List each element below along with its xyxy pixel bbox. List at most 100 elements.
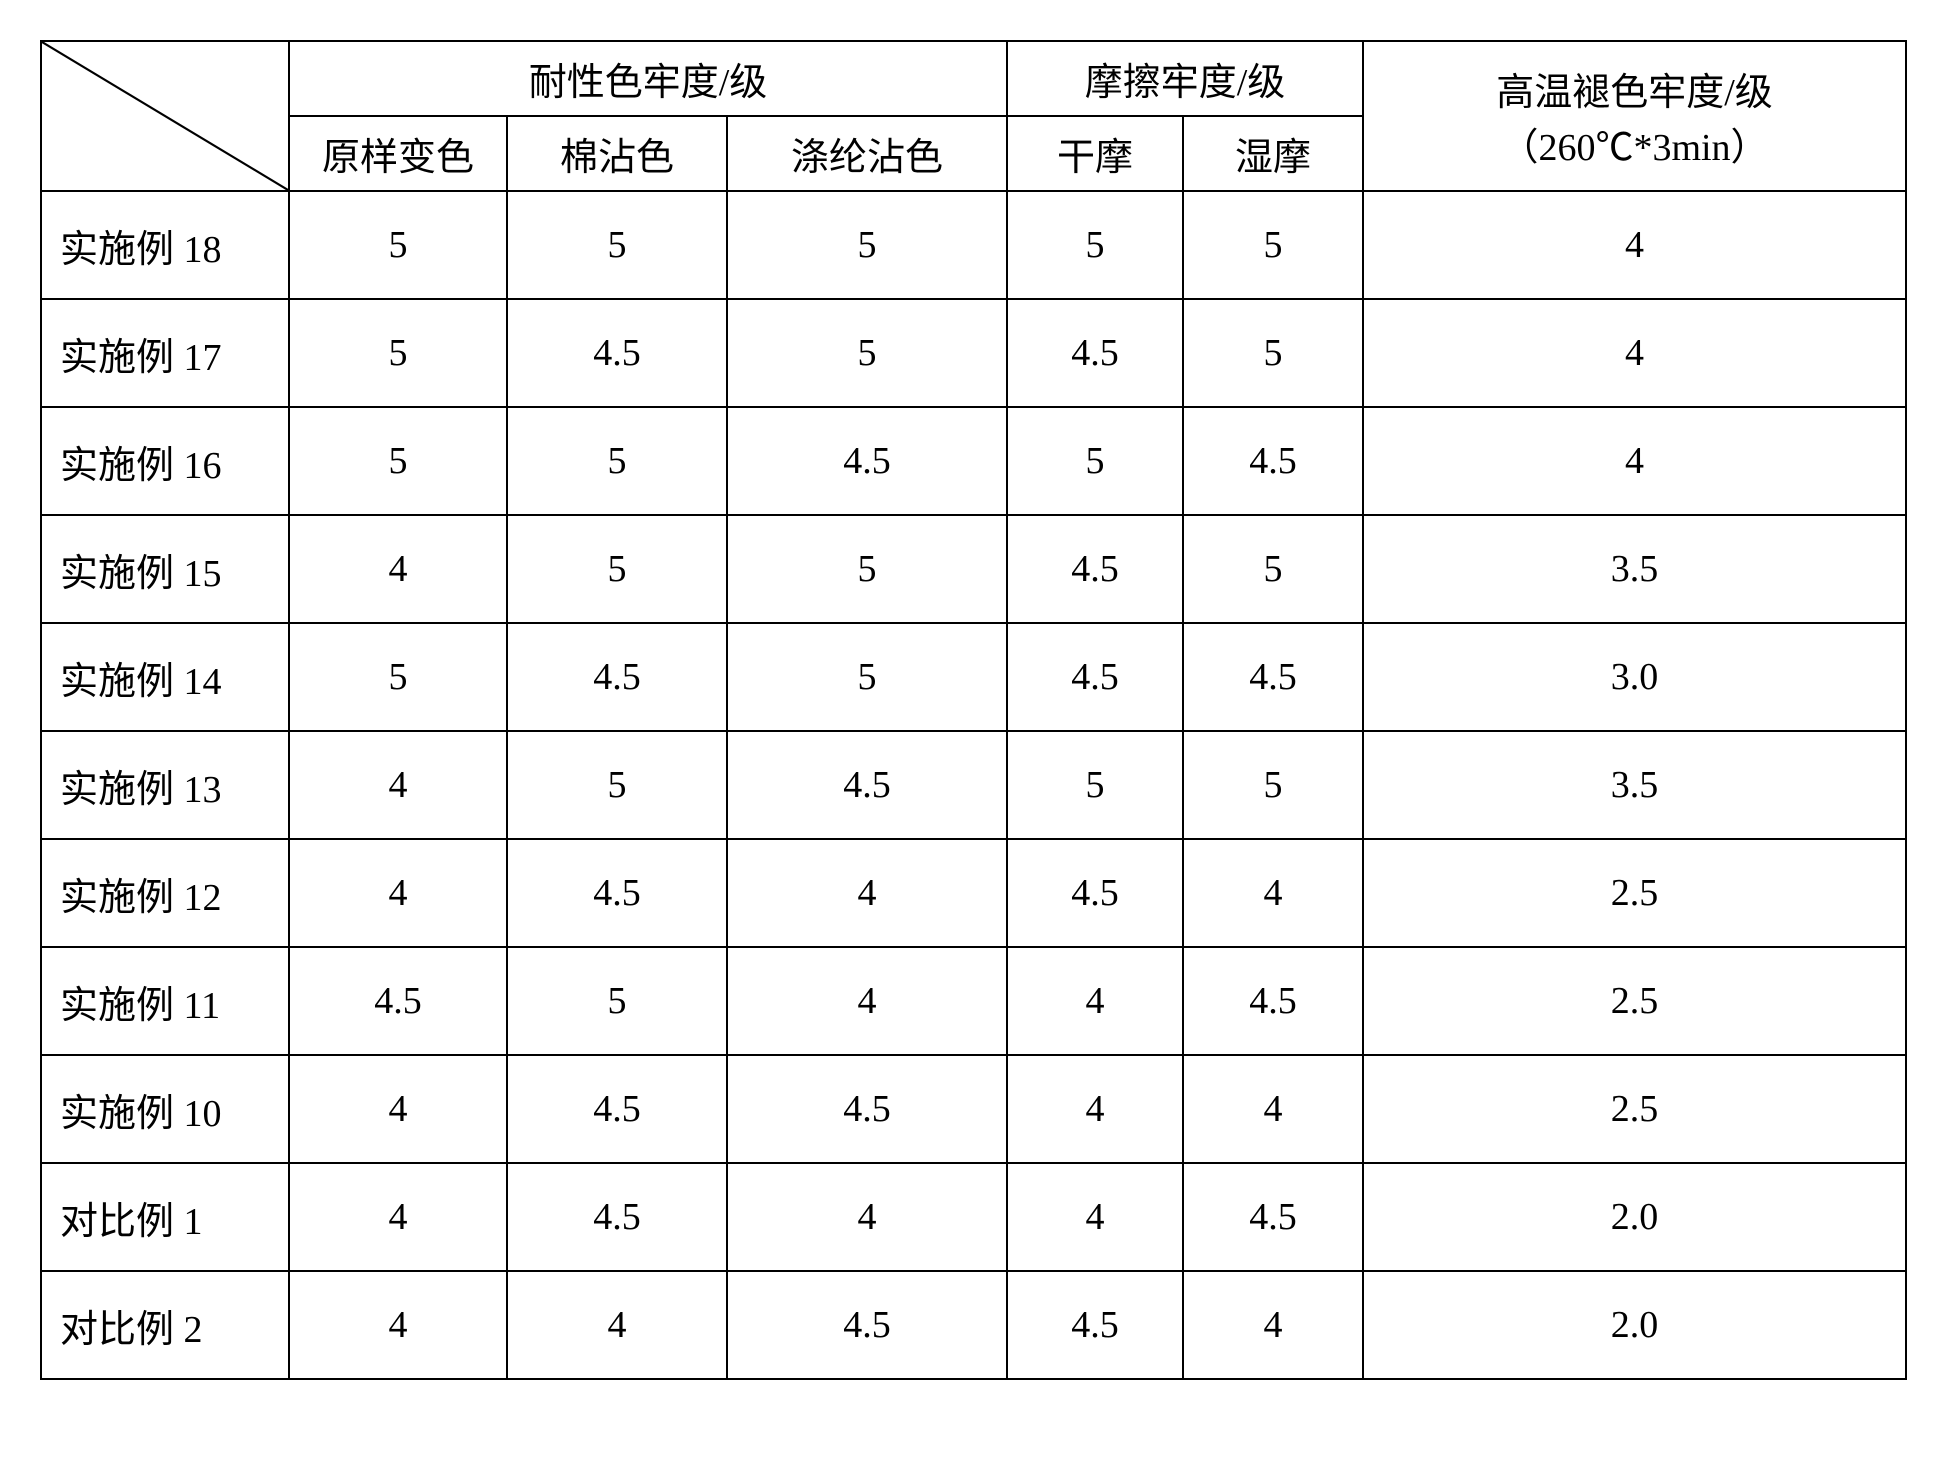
cell-value: 5: [1007, 191, 1183, 299]
cell-value: 4.5: [727, 1271, 1007, 1379]
table-row: 实施例 1454.554.54.53.0: [41, 623, 1906, 731]
cell-value: 4: [1183, 839, 1363, 947]
cell-value: 5: [507, 407, 727, 515]
cell-value: 4: [1183, 1055, 1363, 1163]
header-wet-rub: 湿摩: [1183, 116, 1363, 191]
diagonal-header-cell: [41, 41, 289, 191]
fastness-table: 耐性色牢度/级 摩擦牢度/级 高温褪色牢度/级 （260℃*3min） 原样变色…: [40, 40, 1907, 1380]
cell-value: 2.5: [1363, 839, 1906, 947]
header-original-change: 原样变色: [289, 116, 507, 191]
cell-value: 5: [1007, 731, 1183, 839]
cell-value: 4.5: [507, 1163, 727, 1271]
cell-value: 4.5: [1183, 407, 1363, 515]
cell-value: 5: [1183, 191, 1363, 299]
cell-value: 5: [507, 191, 727, 299]
cell-value: 4.5: [1183, 947, 1363, 1055]
cell-value: 5: [1183, 515, 1363, 623]
cell-value: 4: [289, 839, 507, 947]
cell-value: 4.5: [507, 1055, 727, 1163]
cell-value: 4.5: [1183, 1163, 1363, 1271]
row-label: 实施例 16: [41, 407, 289, 515]
row-label: 实施例 13: [41, 731, 289, 839]
cell-value: 2.0: [1363, 1163, 1906, 1271]
cell-value: 2.5: [1363, 1055, 1906, 1163]
header-heat-fade: 高温褪色牢度/级 （260℃*3min）: [1363, 41, 1906, 191]
cell-value: 4: [289, 1271, 507, 1379]
row-label: 实施例 10: [41, 1055, 289, 1163]
header-polyester-stain: 涤纶沾色: [727, 116, 1007, 191]
cell-value: 4.5: [507, 839, 727, 947]
cell-value: 4: [289, 515, 507, 623]
table-row: 实施例 18555554: [41, 191, 1906, 299]
cell-value: 4: [727, 1163, 1007, 1271]
cell-value: 4.5: [1007, 839, 1183, 947]
diagonal-line-icon: [42, 42, 288, 190]
header-heat-fade-line2: （260℃*3min）: [1364, 116, 1905, 171]
cell-value: 5: [1183, 299, 1363, 407]
row-label: 对比例 2: [41, 1271, 289, 1379]
cell-value: 4.5: [1183, 623, 1363, 731]
cell-value: 4.5: [507, 623, 727, 731]
cell-value: 4: [1183, 1271, 1363, 1379]
header-durability-group: 耐性色牢度/级: [289, 41, 1007, 116]
cell-value: 5: [289, 407, 507, 515]
cell-value: 5: [507, 947, 727, 1055]
cell-value: 4: [1007, 947, 1183, 1055]
cell-value: 4: [1363, 407, 1906, 515]
table-row: 实施例 13454.5553.5: [41, 731, 1906, 839]
table-row: 实施例 1244.544.542.5: [41, 839, 1906, 947]
header-dry-rub: 干摩: [1007, 116, 1183, 191]
cell-value: 5: [727, 299, 1007, 407]
cell-value: 4.5: [727, 1055, 1007, 1163]
cell-value: 5: [727, 191, 1007, 299]
table-row: 实施例 1754.554.554: [41, 299, 1906, 407]
row-label: 实施例 14: [41, 623, 289, 731]
cell-value: 4: [289, 731, 507, 839]
table-row: 对比例 144.5444.52.0: [41, 1163, 1906, 1271]
cell-value: 4: [727, 839, 1007, 947]
cell-value: 2.5: [1363, 947, 1906, 1055]
cell-value: 4: [289, 1055, 507, 1163]
row-label: 实施例 18: [41, 191, 289, 299]
cell-value: 4.5: [1007, 299, 1183, 407]
table-row: 实施例 16554.554.54: [41, 407, 1906, 515]
row-label: 对比例 1: [41, 1163, 289, 1271]
table-row: 对比例 2444.54.542.0: [41, 1271, 1906, 1379]
table-row: 实施例 1044.54.5442.5: [41, 1055, 1906, 1163]
cell-value: 4: [507, 1271, 727, 1379]
cell-value: 4.5: [1007, 1271, 1183, 1379]
cell-value: 4.5: [1007, 623, 1183, 731]
header-heat-fade-line1: 高温褪色牢度/级: [1364, 61, 1905, 116]
row-label: 实施例 15: [41, 515, 289, 623]
cell-value: 5: [289, 299, 507, 407]
cell-value: 3.5: [1363, 515, 1906, 623]
cell-value: 4: [1007, 1055, 1183, 1163]
cell-value: 5: [507, 515, 727, 623]
cell-value: 5: [289, 191, 507, 299]
cell-value: 3.5: [1363, 731, 1906, 839]
table-row: 实施例 154554.553.5: [41, 515, 1906, 623]
cell-value: 4.5: [507, 299, 727, 407]
cell-value: 5: [727, 515, 1007, 623]
cell-value: 2.0: [1363, 1271, 1906, 1379]
cell-value: 5: [507, 731, 727, 839]
header-rubbing-group: 摩擦牢度/级: [1007, 41, 1363, 116]
row-label: 实施例 12: [41, 839, 289, 947]
cell-value: 4: [289, 1163, 507, 1271]
cell-value: 4: [1363, 191, 1906, 299]
cell-value: 4: [1007, 1163, 1183, 1271]
cell-value: 4.5: [1007, 515, 1183, 623]
cell-value: 5: [1007, 407, 1183, 515]
cell-value: 5: [1183, 731, 1363, 839]
cell-value: 4.5: [727, 731, 1007, 839]
table-row: 实施例 114.55444.52.5: [41, 947, 1906, 1055]
cell-value: 4: [1363, 299, 1906, 407]
header-cotton-stain: 棉沾色: [507, 116, 727, 191]
row-label: 实施例 17: [41, 299, 289, 407]
cell-value: 5: [289, 623, 507, 731]
cell-value: 3.0: [1363, 623, 1906, 731]
cell-value: 4.5: [289, 947, 507, 1055]
fastness-table-wrapper: 耐性色牢度/级 摩擦牢度/级 高温褪色牢度/级 （260℃*3min） 原样变色…: [40, 40, 1905, 1380]
row-label: 实施例 11: [41, 947, 289, 1055]
cell-value: 5: [727, 623, 1007, 731]
